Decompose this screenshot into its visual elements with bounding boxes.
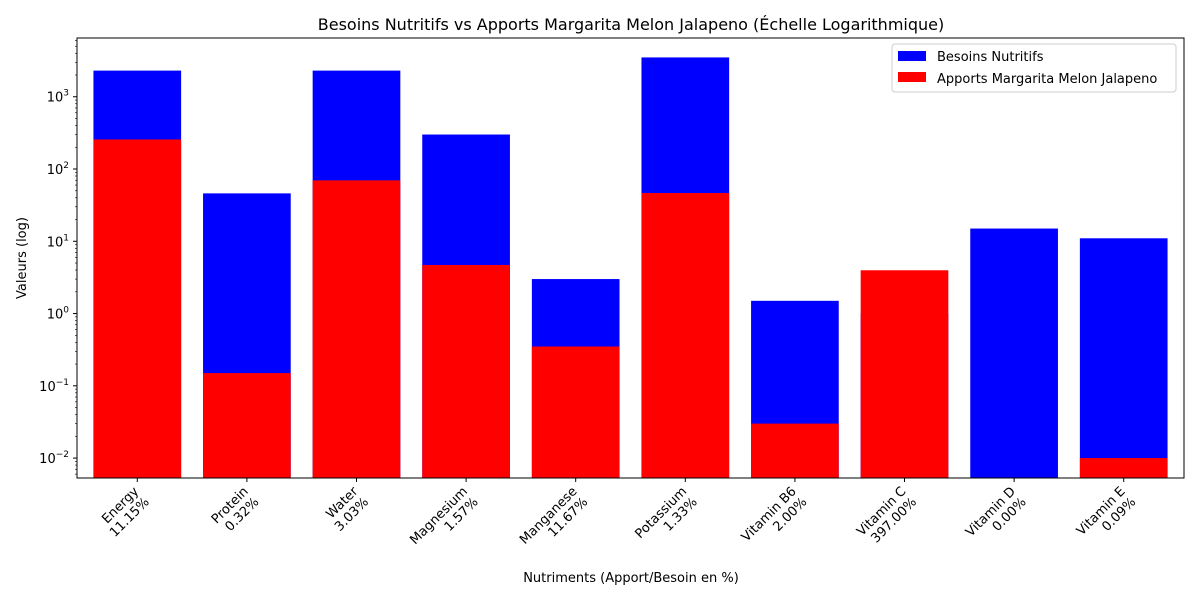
legend-swatch-besoins bbox=[898, 51, 926, 61]
legend: Besoins Nutritifs Apports Margarita Melo… bbox=[891, 43, 1177, 93]
x-tick-label: Manganese11.67% bbox=[517, 484, 591, 558]
legend-swatch-apports bbox=[898, 72, 926, 82]
y-tick-label: 103 bbox=[47, 89, 69, 106]
x-tick-label: Vitamin D0.00% bbox=[963, 484, 1029, 550]
x-axis-label: Nutriments (Apport/Besoin en %) bbox=[523, 571, 739, 586]
bars-layer bbox=[93, 57, 1168, 479]
x-tick-label: Vitamin B62.00% bbox=[739, 484, 811, 556]
bar-apports-protein bbox=[203, 373, 291, 478]
y-axis: 10−2 10−1 100 101 102 103 bbox=[39, 40, 77, 475]
x-tick-label: Protein0.32% bbox=[209, 484, 262, 537]
x-tick-label: Energy11.15% bbox=[96, 484, 152, 540]
x-tick-label: Potassium1.33% bbox=[633, 484, 701, 552]
bar-apports-vitamin-b6 bbox=[751, 423, 839, 478]
x-tick-label: Magnesium1.57% bbox=[407, 484, 481, 558]
plot-frame bbox=[76, 37, 1185, 479]
y-tick-label: 101 bbox=[47, 233, 69, 250]
chart-title: Besoins Nutritifs vs Apports Margarita M… bbox=[318, 15, 944, 34]
y-axis-label: Valeurs (log) bbox=[15, 217, 30, 299]
bar-apports-energy bbox=[93, 139, 182, 478]
y-tick-label: 100 bbox=[47, 306, 70, 323]
y-tick-label: 102 bbox=[47, 161, 69, 178]
bar-apports-magnesium bbox=[422, 264, 510, 478]
y-tick-label: 10−1 bbox=[39, 378, 69, 395]
y-tick-label: 10−2 bbox=[39, 450, 69, 467]
x-axis: Energy11.15% Protein0.32% Water3.03% Magnes… bbox=[96, 478, 1139, 558]
bar-apports-vitamin-e bbox=[1079, 458, 1168, 478]
legend-box bbox=[891, 43, 1177, 93]
legend-label-besoins: Besoins Nutritifs bbox=[937, 50, 1044, 65]
bar-apports-potassium bbox=[641, 193, 730, 479]
bar-besoins-vitamin-d bbox=[970, 228, 1058, 478]
x-tick-label: Vitamin C397.00% bbox=[854, 484, 920, 550]
legend-label-apports: Apports Margarita Melon Jalapeno bbox=[937, 72, 1157, 87]
x-tick-label: Water3.03% bbox=[321, 484, 372, 535]
bar-apports-manganese bbox=[531, 346, 620, 478]
bar-besoins-vitamin-e bbox=[1079, 238, 1168, 478]
bar-apports-water bbox=[312, 180, 401, 478]
x-tick-label: Vitamin E0.09% bbox=[1074, 484, 1139, 549]
bar-apports-vitamin-c bbox=[860, 270, 949, 478]
